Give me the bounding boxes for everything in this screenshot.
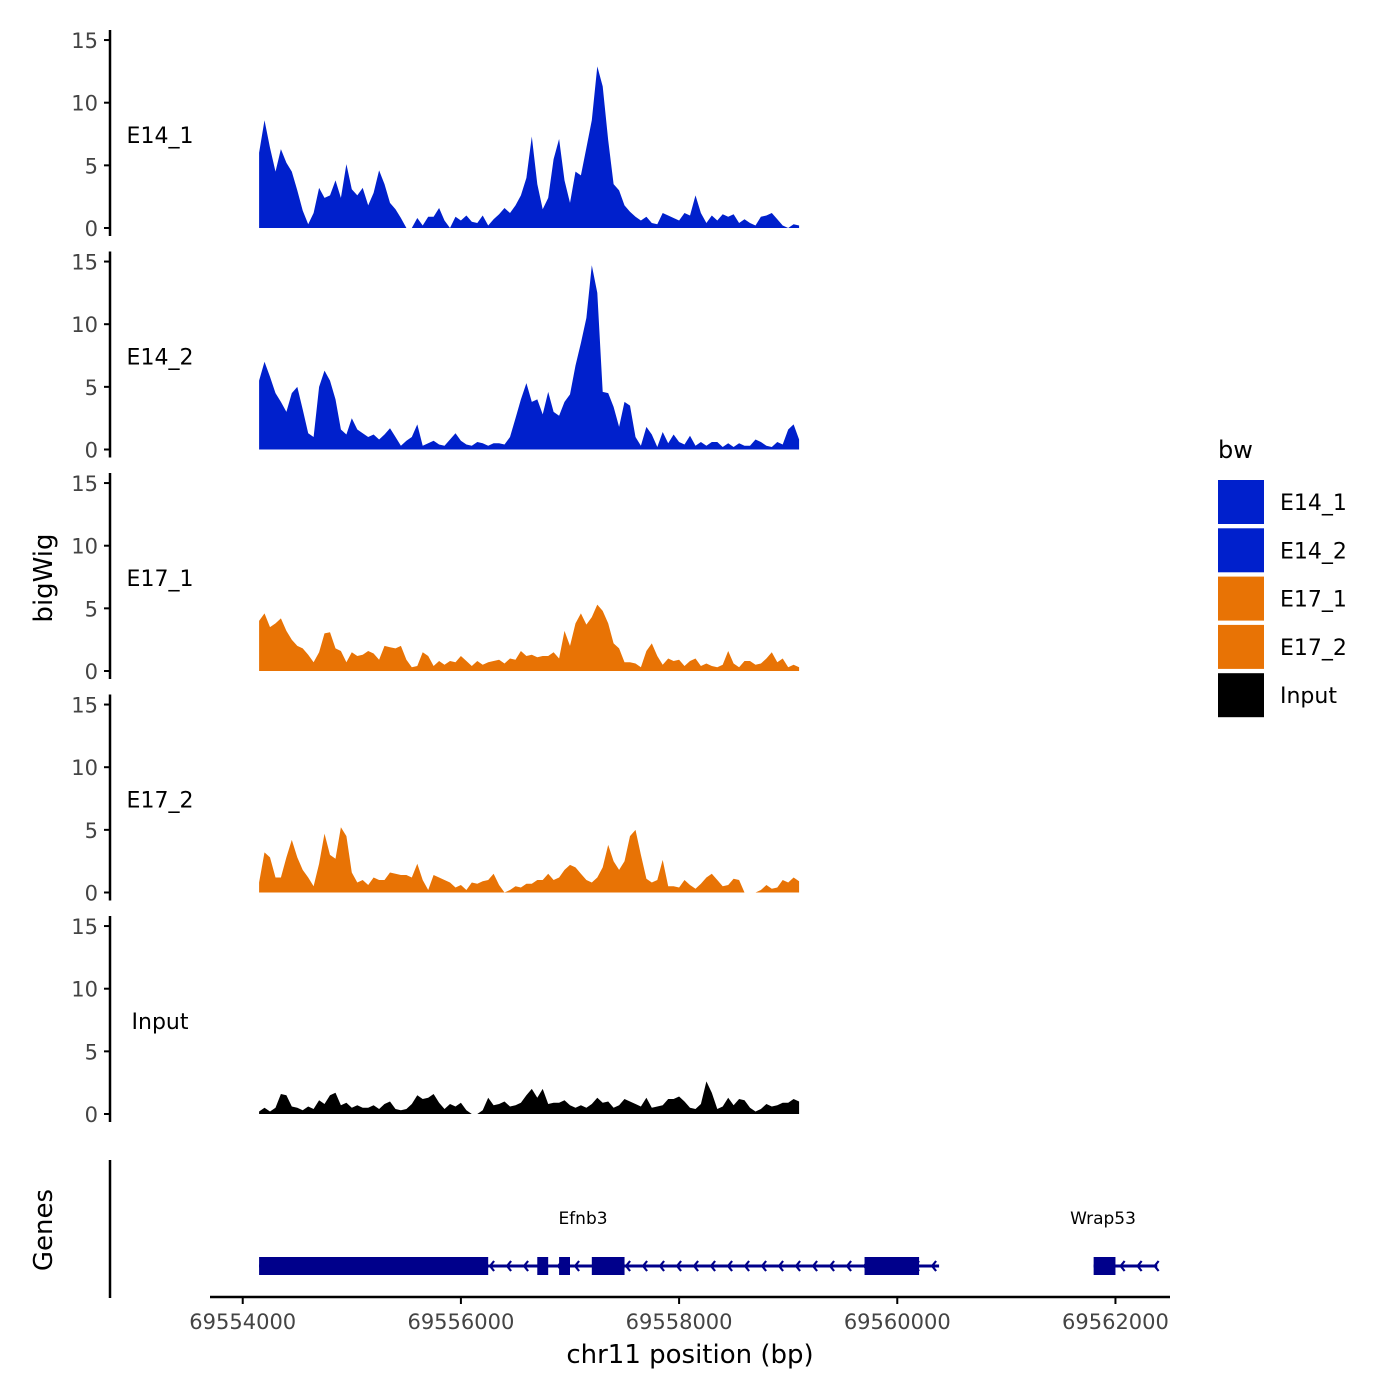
gene-label: Efnb3: [558, 1209, 607, 1229]
y-tick-label: 10: [71, 313, 98, 337]
strand-arrow: [845, 1260, 852, 1272]
track-panel-input: 15 10 5 0 Input: [71, 915, 800, 1127]
y-tick-label: 15: [71, 694, 98, 718]
area-e17-2: [259, 827, 800, 893]
exon: [259, 1257, 489, 1275]
strand-arrow: [794, 1260, 801, 1272]
strand-arrow: [930, 1260, 937, 1272]
strand-arrow: [1136, 1260, 1143, 1272]
track-panel-e17-2: 15 10 5 0 E17_2: [71, 694, 800, 906]
x-tick-label: 69556000: [407, 1310, 514, 1334]
legend-entry-e14-1: E14_1: [1218, 480, 1347, 524]
legend-swatch: [1218, 528, 1264, 573]
legend-entry-e17-2: E17_2: [1218, 624, 1347, 669]
legend-label: E17_2: [1280, 636, 1347, 661]
strand-arrow: [522, 1260, 529, 1272]
y-tick-label: 15: [71, 915, 98, 939]
strand-arrow: [658, 1260, 665, 1272]
legend-label: E14_2: [1280, 539, 1347, 564]
x-tick-label: 69558000: [626, 1310, 733, 1334]
strand-arrow: [573, 1260, 580, 1272]
strand-arrow: [1119, 1260, 1126, 1272]
y-tick-label: 15: [71, 29, 98, 53]
legend-entry-input: Input: [1218, 673, 1337, 718]
y-tick-label: 0: [85, 660, 98, 684]
legend-title: bw: [1218, 436, 1253, 464]
x-axis: 69554000 69556000 69558000 69560000 69562000: [189, 1295, 1170, 1334]
strand-arrow: [624, 1260, 631, 1272]
strand-arrow: [828, 1260, 835, 1272]
y-axis-title: bigWig: [29, 533, 59, 622]
track-panels: 15 10 5 0 E14_1 15 10 5 0 E14_2 15 10 5 0 E17_1 15 10 5 0 E…: [71, 29, 800, 1127]
strand-arrow: [675, 1260, 682, 1272]
area-e14-2: [259, 265, 800, 450]
legend-entry-e17-1: E17_1: [1218, 576, 1347, 621]
strand-arrow: [760, 1260, 767, 1272]
track-panel-e14-2: 15 10 5 0 E14_2: [71, 251, 800, 463]
gene-wrap53: Wrap53: [1070, 1209, 1160, 1275]
y-tick-label: 5: [85, 154, 98, 178]
track-label: Input: [132, 1010, 189, 1035]
y-tick-label: 0: [85, 882, 98, 906]
x-tick-label: 69562000: [1062, 1310, 1169, 1334]
strand-arrow: [488, 1260, 495, 1272]
y-tick-label: 15: [71, 251, 98, 275]
legend-swatch: [1218, 576, 1264, 621]
exon: [1093, 1257, 1116, 1275]
y-tick-label: 5: [85, 597, 98, 621]
y-tick-label: 5: [85, 376, 98, 400]
gene-track: Efnb3 Wrap53: [108, 1160, 1160, 1298]
strand-arrow: [777, 1260, 784, 1272]
legend-swatch: [1218, 624, 1264, 669]
strand-arrow: [811, 1260, 818, 1272]
track-label: E14_1: [127, 124, 194, 149]
gene-efnb3: Efnb3: [259, 1209, 940, 1275]
y-tick-label: 0: [85, 439, 98, 463]
y-tick-label: 10: [71, 92, 98, 116]
y-tick-label: 15: [71, 472, 98, 496]
y-tick-label: 10: [71, 535, 98, 559]
track-label: E17_1: [127, 567, 194, 592]
strand-arrow: [505, 1260, 512, 1272]
legend-label: E14_1: [1280, 491, 1347, 516]
exon: [864, 1257, 920, 1275]
legend-swatch: [1218, 480, 1264, 524]
strand-arrow: [1153, 1260, 1160, 1272]
strand-arrow: [726, 1260, 733, 1272]
y-tick-label: 0: [85, 217, 98, 241]
x-tick-label: 69554000: [189, 1310, 296, 1334]
y-tick-label: 5: [85, 1040, 98, 1064]
legend-label: E17_1: [1280, 588, 1347, 613]
y-tick-label: 5: [85, 819, 98, 843]
area-input: [259, 1081, 800, 1114]
y-tick-label: 0: [85, 1103, 98, 1127]
exon: [537, 1257, 549, 1275]
area-e17-1: [259, 604, 800, 671]
exon: [591, 1257, 625, 1275]
strand-arrow: [743, 1260, 750, 1272]
legend-swatch: [1218, 673, 1264, 718]
track-label: E17_2: [127, 789, 194, 814]
strand-arrow: [692, 1260, 699, 1272]
x-tick-label: 69560000: [844, 1310, 951, 1334]
track-label: E14_2: [127, 346, 194, 371]
y-tick-label: 10: [71, 978, 98, 1002]
exon: [559, 1257, 570, 1275]
strand-arrow: [709, 1260, 716, 1272]
strand-arrow: [641, 1260, 648, 1272]
genes-axis-title: Genes: [29, 1189, 59, 1271]
legend: bw E14_1 E14_2 E17_1 E17_2 Input: [1218, 436, 1347, 718]
gene-label: Wrap53: [1070, 1209, 1136, 1229]
x-axis-title: chr11 position (bp): [566, 1340, 813, 1370]
track-panel-e17-1: 15 10 5 0 E17_1: [71, 472, 800, 684]
legend-label: Input: [1280, 684, 1337, 709]
legend-entry-e14-2: E14_2: [1218, 528, 1347, 573]
area-e14-1: [259, 66, 800, 229]
track-panel-e14-1: 15 10 5 0 E14_1: [71, 29, 800, 241]
y-tick-label: 10: [71, 756, 98, 780]
